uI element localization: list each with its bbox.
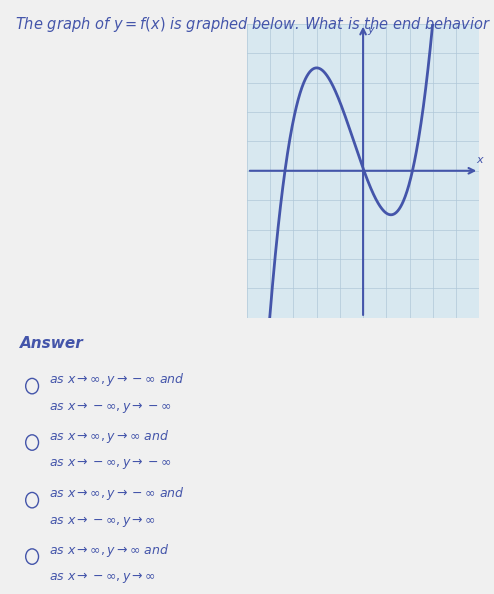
Text: as $x \to -\infty, y \to -\infty$: as $x \to -\infty, y \to -\infty$: [49, 400, 171, 415]
Text: as $x \to -\infty, y \to -\infty$: as $x \to -\infty, y \to -\infty$: [49, 456, 171, 471]
Text: as $x \to \infty, y \to -\infty$ and: as $x \to \infty, y \to -\infty$ and: [49, 371, 185, 388]
Text: The graph of $y = f(x)$ is graphed below. What is the end behavior of $f(x)$?: The graph of $y = f(x)$ is graphed below…: [15, 15, 494, 34]
Text: as $x \to \infty, y \to -\infty$ and: as $x \to \infty, y \to -\infty$ and: [49, 485, 185, 503]
Text: $x$: $x$: [476, 156, 485, 165]
Text: Answer: Answer: [20, 336, 83, 350]
Text: $y$: $y$: [367, 24, 375, 37]
Text: as $x \to -\infty, y \to \infty$: as $x \to -\infty, y \to \infty$: [49, 514, 156, 529]
Text: as $x \to \infty, y \to \infty$ and: as $x \to \infty, y \to \infty$ and: [49, 428, 170, 445]
Text: as $x \to -\infty, y \to \infty$: as $x \to -\infty, y \to \infty$: [49, 570, 156, 585]
Text: as $x \to \infty, y \to \infty$ and: as $x \to \infty, y \to \infty$ and: [49, 542, 170, 559]
